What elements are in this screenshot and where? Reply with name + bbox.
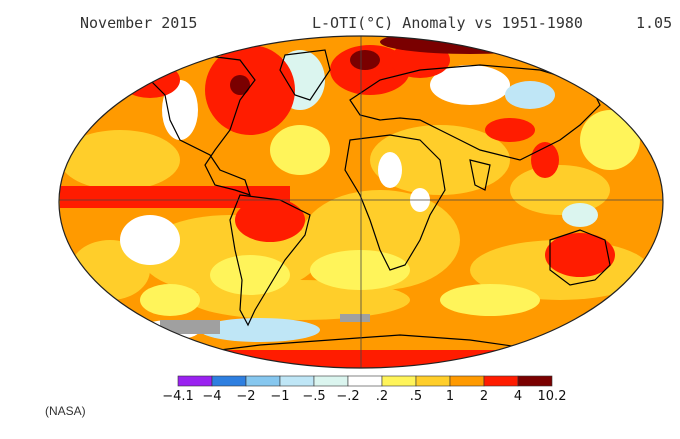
source-credit: (NASA) xyxy=(45,404,86,418)
no-data-regions xyxy=(160,314,370,334)
map-border xyxy=(58,35,664,369)
legend-swatch xyxy=(177,375,213,387)
legend-swatches xyxy=(177,375,553,387)
legend-label: −.2 xyxy=(336,389,359,404)
legend-label: 10.2 xyxy=(538,389,567,404)
coastlines xyxy=(59,36,663,368)
legend-label: −1 xyxy=(270,389,289,404)
neutral-cool-regions xyxy=(120,50,598,342)
legend-labels: −4.1 −4 −2 −1 −.5 −.2 .2 .5 1 2 4 10.2 xyxy=(162,389,566,404)
legend-label: 1 xyxy=(446,389,454,404)
legend-swatch xyxy=(381,375,417,387)
legend-swatch xyxy=(245,375,281,387)
legend-label: .2 xyxy=(376,389,388,404)
legend-swatch xyxy=(517,375,553,387)
legend-swatch xyxy=(279,375,315,387)
map-date-label: November 2015 xyxy=(80,14,198,32)
legend-label: −2 xyxy=(236,389,255,404)
legend-swatch xyxy=(347,375,383,387)
legend-swatch xyxy=(483,375,519,387)
legend-swatch xyxy=(449,375,485,387)
legend-swatch xyxy=(211,375,247,387)
global-mean-anomaly: 1.05 xyxy=(636,14,673,32)
legend-label: −4.1 xyxy=(162,389,194,404)
legend-swatch xyxy=(415,375,451,387)
legend-swatch xyxy=(313,375,349,387)
legend-label: −4 xyxy=(202,389,221,404)
map-title: L-OTI(°C) Anomaly vs 1951-1980 xyxy=(312,14,583,32)
legend-label: .5 xyxy=(410,389,422,404)
legend-label: −.5 xyxy=(302,389,325,404)
map-body xyxy=(59,36,663,368)
legend-label: 2 xyxy=(480,389,488,404)
legend-label: 4 xyxy=(514,389,522,404)
